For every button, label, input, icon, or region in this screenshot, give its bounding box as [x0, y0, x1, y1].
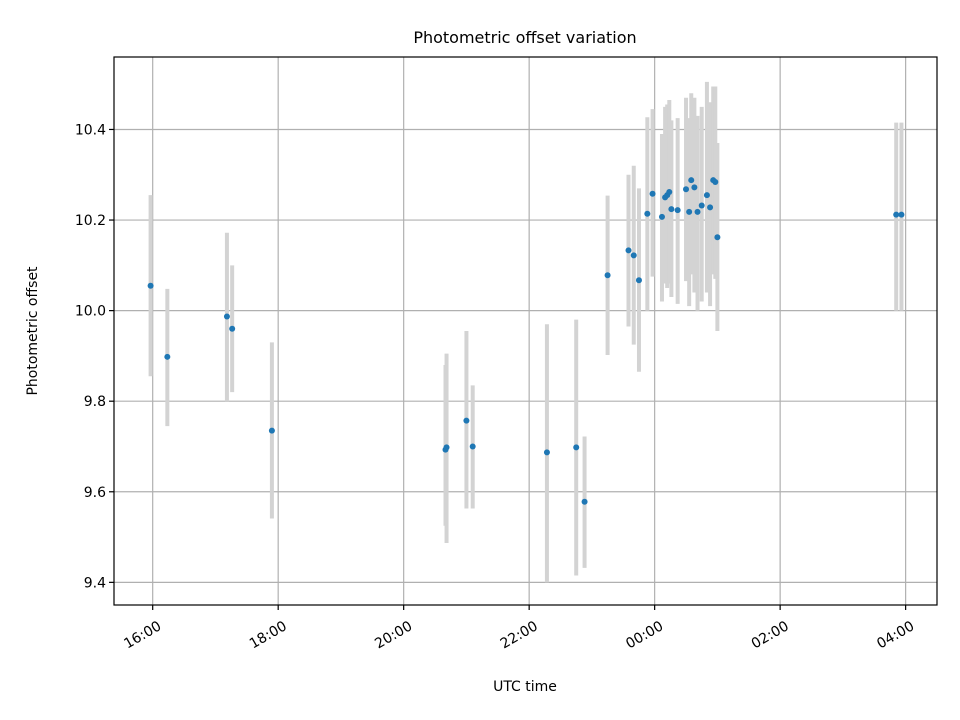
data-point [268, 427, 275, 434]
data-point [147, 282, 154, 289]
data-point [694, 208, 701, 215]
plot-frame [113, 56, 938, 606]
x-tick-label: 02:00 [749, 618, 792, 652]
data-point [635, 277, 642, 284]
y-tick-label: 10.2 [75, 213, 106, 229]
data-point [223, 313, 230, 320]
data-point [625, 247, 632, 254]
data-point [898, 211, 905, 218]
y-tick-label: 10.4 [75, 122, 106, 138]
data-point [581, 498, 588, 505]
chart-title: Photometric offset variation [413, 28, 636, 47]
data-point [644, 210, 651, 217]
data-point [686, 208, 693, 215]
y-tick-label: 9.8 [84, 394, 106, 410]
data-point [604, 272, 611, 279]
data-point [658, 213, 665, 220]
data-point [714, 234, 721, 241]
x-tick-label: 04:00 [874, 618, 917, 652]
x-axis-label: UTC time [493, 679, 557, 695]
data-point [469, 443, 476, 450]
data-point [443, 444, 450, 451]
data-points [147, 177, 905, 505]
x-tick-label: 18:00 [247, 618, 290, 652]
data-point [698, 202, 705, 209]
data-point [229, 325, 236, 332]
data-point [666, 188, 673, 195]
y-tick-label: 9.4 [84, 575, 106, 591]
data-point [893, 211, 900, 218]
axis-ticks: 16:00 18:00 20:00 22:00 00:00 02:00 04:00 9.4 9.… [75, 122, 917, 652]
data-point [712, 178, 719, 185]
data-point [703, 192, 710, 199]
data-point [543, 449, 550, 456]
data-point [649, 190, 656, 197]
data-point [691, 184, 698, 191]
data-point [463, 417, 470, 424]
x-tick-label: 16:00 [121, 618, 164, 652]
y-tick-label: 10.0 [75, 304, 106, 320]
y-tick-label: 9.6 [84, 485, 106, 501]
data-point [688, 177, 695, 184]
data-point [707, 204, 714, 211]
data-point [668, 206, 675, 213]
data-point [683, 186, 690, 193]
data-point [630, 252, 637, 259]
data-point [674, 207, 681, 214]
data-point [164, 353, 171, 360]
y-axis-label: Photometric offset [25, 266, 41, 396]
x-tick-label: 22:00 [498, 618, 541, 652]
x-tick-label: 00:00 [623, 618, 666, 652]
grid-lines [114, 57, 937, 605]
error-bars [148, 81, 904, 583]
data-point [573, 444, 580, 451]
x-tick-label: 20:00 [372, 618, 415, 652]
